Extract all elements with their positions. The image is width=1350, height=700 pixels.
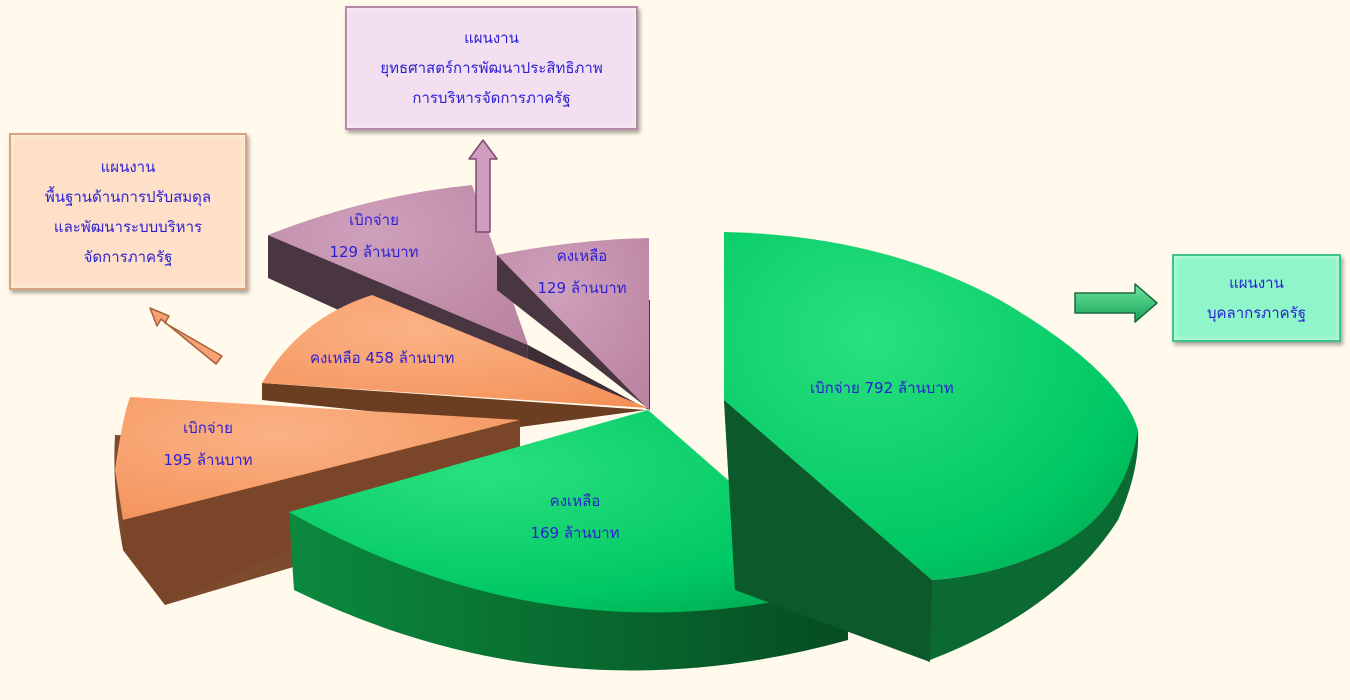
callout-strategy-line: ยุทธศาสตร์การพัฒนาประสิทธิภาพ bbox=[380, 59, 603, 77]
slice-orange-disbursed-top bbox=[115, 397, 520, 520]
label-mauve-disbursed-status: เบิกจ่าย bbox=[349, 211, 399, 229]
label-mauve-remaining-value: 129 ล้านบาท bbox=[537, 279, 627, 297]
label-green-remaining-status: คงเหลือ bbox=[549, 492, 601, 510]
label-orange-remaining: คงเหลือ 458 ล้านบาท bbox=[310, 349, 455, 367]
label-mauve-disbursed: เบิกจ่าย 129 ล้านบาท bbox=[318, 204, 430, 268]
label-orange-disbursed: เบิกจ่าย 195 ล้านบาท bbox=[148, 412, 268, 476]
arrow-to-personnel bbox=[1074, 283, 1158, 323]
callout-admin-line: แผนงาน bbox=[100, 157, 156, 176]
slice-orange-remaining bbox=[262, 295, 648, 427]
slice-green-disbursed-side-inner bbox=[724, 400, 932, 662]
callout-admin-line: พื้นฐานด้านการปรับสมดุล bbox=[44, 187, 212, 206]
label-mauve-remaining: คงเหลือ 129 ล้านบาท bbox=[522, 240, 642, 304]
callout-strategy-line: การบริหารจัดการภาครัฐ bbox=[412, 89, 571, 107]
label-mauve-disbursed-value: 129 ล้านบาท bbox=[329, 243, 419, 261]
label-orange-disbursed-value: 195 ล้านบาท bbox=[163, 451, 253, 469]
slice-green-disbursed bbox=[724, 232, 1139, 662]
callout-admin-plan: แผนงาน พื้นฐานด้านการปรับสมดุล และพัฒนาร… bbox=[9, 133, 247, 290]
slice-mauve-remaining bbox=[497, 238, 650, 410]
callout-personnel-line: บุคลากรภาครัฐ bbox=[1207, 304, 1306, 322]
slice-green-remaining-top bbox=[289, 410, 848, 613]
arrow-to-strategy bbox=[468, 139, 498, 233]
label-mauve-remaining-status: คงเหลือ bbox=[556, 247, 608, 265]
slice-green-disbursed-top bbox=[724, 232, 1138, 580]
label-green-remaining-value: 169 ล้านบาท bbox=[530, 524, 620, 542]
callout-admin-line: จัดการภาครัฐ bbox=[83, 247, 173, 266]
slice-orange-remaining-top bbox=[262, 295, 648, 408]
slice-mauve-remaining-top bbox=[497, 238, 649, 410]
callout-personnel-plan: แผนงาน บุคลากรภาครัฐ bbox=[1172, 254, 1341, 342]
label-green-remaining: คงเหลือ 169 ล้านบาท bbox=[520, 485, 630, 549]
arrow-to-admin bbox=[149, 307, 223, 365]
callout-strategy-line: แผนงาน bbox=[464, 29, 519, 47]
callout-strategy-plan: แผนงาน ยุทธศาสตร์การพัฒนาประสิทธิภาพ การ… bbox=[345, 6, 638, 130]
slice-green-remaining bbox=[289, 410, 848, 671]
slice-orange-remaining-side bbox=[262, 383, 646, 427]
label-orange-disbursed-status: เบิกจ่าย bbox=[183, 419, 233, 437]
label-green-disbursed: เบิกจ่าย 792 ล้านบาท bbox=[810, 379, 954, 397]
slice-mauve-disbursed-top bbox=[268, 185, 528, 345]
callout-personnel-line: แผนงาน bbox=[1229, 274, 1284, 292]
callout-admin-line: และพัฒนาระบบบริหาร bbox=[53, 217, 203, 236]
